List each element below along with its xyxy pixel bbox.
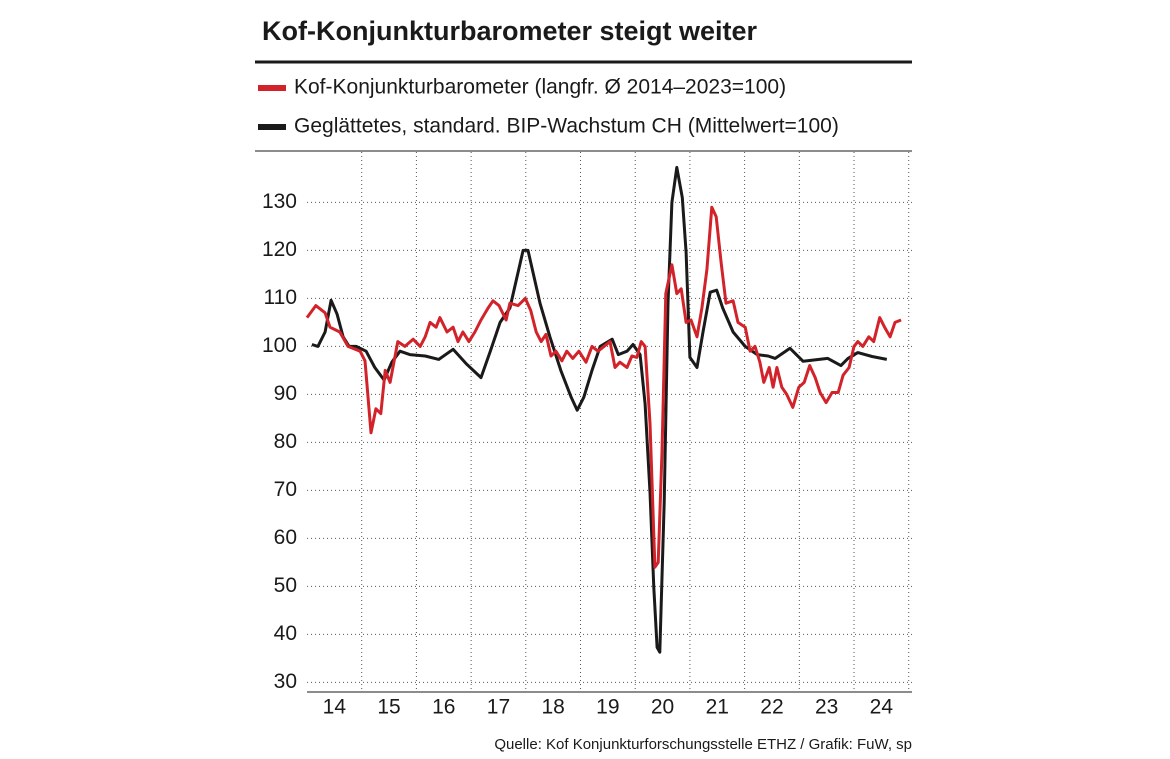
x-tick-label: 21 [706,696,729,719]
x-tick-label: 17 [487,696,510,719]
legend-label: Kof-Konjunkturbarometer (langfr. Ø 2014–… [294,76,786,99]
y-tick-label: 60 [274,526,297,549]
y-tick-label: 130 [262,190,297,213]
x-tick-label: 20 [651,696,674,719]
x-tick-label: 23 [815,696,838,719]
y-tick-label: 80 [274,430,297,453]
x-tick-label: 24 [870,696,894,719]
x-tick-label: 18 [541,696,564,719]
y-tick-label: 120 [262,238,297,261]
x-tick-label: 16 [432,696,455,719]
y-tick-label: 70 [274,478,297,501]
x-tick-label: 14 [323,696,347,719]
x-tick-label: 19 [596,696,619,719]
series-line [305,205,902,569]
chart-title: Kof-Konjunkturbarometer steigt weiter [262,16,758,46]
source: Quelle: Kof Konjunkturforschungsstelle E… [494,736,912,753]
x-tick-label: 15 [377,696,400,719]
y-tick-label: 30 [274,670,297,693]
y-tick-label: 50 [274,574,297,597]
x-tick-label: 22 [760,696,783,719]
y-tick-label: 100 [262,334,297,357]
y-tick-label: 110 [264,286,297,309]
legend-label: Geglättetes, standard. BIP-Wachstum CH (… [294,115,839,138]
series-line [311,165,888,654]
y-tick-label: 90 [274,382,297,405]
y-tick-label: 40 [274,622,297,645]
